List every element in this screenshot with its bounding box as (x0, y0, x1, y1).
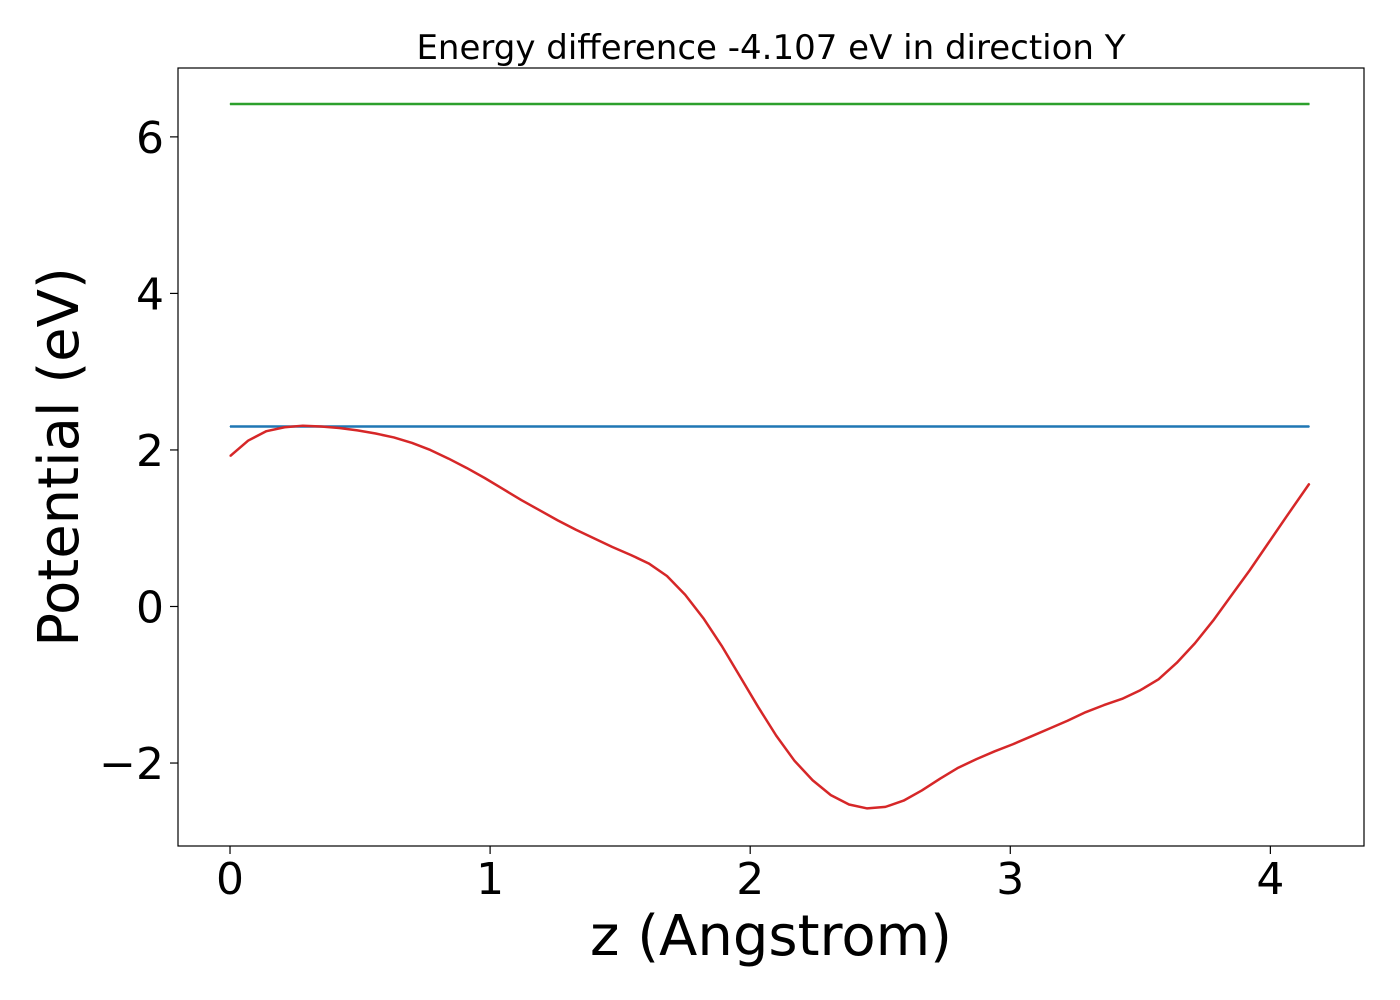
series-3-point (356, 429, 358, 431)
series-3-point (302, 425, 304, 427)
series-2 (229, 425, 1310, 428)
series-3-point (957, 767, 959, 769)
x-axis-ticks: 0 1 2 3 4 (216, 846, 1284, 905)
plot-frame (177, 67, 1365, 847)
series-3-point (830, 794, 832, 796)
series-3-point (684, 594, 686, 596)
y-axis-label: Potential (eV) (27, 267, 92, 647)
series-3-point (1308, 483, 1310, 485)
y-tick-label: 2 (136, 426, 164, 477)
x-tick-label: 3 (996, 854, 1024, 905)
series-3-point (1067, 720, 1068, 722)
series-3-point (1030, 735, 1032, 737)
series-3-point (393, 436, 395, 438)
series-3-point (1249, 569, 1251, 571)
chart-title: Energy difference -4.107 eV in direction… (416, 28, 1125, 68)
series-3-point (666, 575, 668, 577)
y-tick-label: 4 (136, 269, 164, 320)
series-3-point (1121, 698, 1123, 700)
series-3-point (775, 735, 777, 737)
x-axis-label: z (Angstrom) (590, 904, 952, 969)
series-3-point (884, 806, 886, 808)
x-tick-label: 0 (216, 854, 244, 905)
series-3-point (866, 807, 868, 809)
series-3-point (1139, 689, 1141, 691)
series-3-point (229, 455, 231, 457)
series-3-point (1158, 678, 1160, 680)
series-3-point (265, 430, 267, 432)
series-3-point (793, 760, 795, 762)
series-3-point (484, 477, 486, 479)
series-3-point (1103, 704, 1105, 706)
series-3-point (848, 804, 850, 806)
series-3-point (1194, 642, 1196, 644)
series-3-point (1048, 728, 1050, 730)
series-3-point (1085, 711, 1087, 713)
series-3-point (812, 779, 814, 781)
series-3-point (429, 449, 431, 451)
x-tick-label: 2 (736, 854, 764, 905)
series-3-point (1176, 662, 1178, 664)
series-3-point (903, 800, 905, 802)
series-3-point (721, 645, 723, 647)
series-3-point (630, 554, 632, 556)
series-3-point (702, 617, 704, 619)
series-3-point (939, 778, 941, 780)
series-3-point (648, 562, 650, 564)
series-3-point (1230, 595, 1232, 597)
series-3-point (466, 467, 468, 469)
series-1-point (1308, 103, 1310, 105)
x-tick-label: 4 (1256, 854, 1284, 905)
series-3-point (447, 458, 449, 460)
series-3-point (739, 675, 741, 677)
y-axis-ticks: −2 0 2 4 6 (99, 113, 178, 790)
series-1-point (229, 103, 231, 105)
series-3-point (575, 529, 577, 531)
series-3-point (557, 519, 559, 521)
series-3-point (1285, 516, 1287, 518)
series-layer (229, 102, 1311, 810)
series-3-point (593, 537, 595, 539)
series-3-point (757, 706, 759, 708)
series-3-point (975, 758, 977, 760)
series-3-point (247, 440, 249, 442)
series-3-point (539, 509, 541, 511)
series-3-point (994, 750, 996, 752)
series-3-point (320, 425, 322, 427)
series-3-point (338, 427, 340, 429)
series-3-point (1012, 743, 1014, 745)
series-3-point (375, 433, 377, 435)
series-3-point (1212, 620, 1214, 622)
x-tick-label: 1 (476, 854, 504, 905)
series-3-point (520, 499, 522, 501)
series-3-point (502, 488, 504, 490)
series-2-point (229, 425, 231, 427)
y-tick-label: 0 (136, 582, 164, 633)
series-3-point (411, 442, 413, 444)
y-tick-label: 6 (136, 113, 164, 164)
series-3-point (921, 789, 923, 791)
series-2-point (1308, 425, 1310, 427)
series-3 (229, 424, 1311, 810)
series-1 (229, 102, 1310, 106)
series-3-line (229, 424, 1311, 810)
y-tick-label: −2 (99, 739, 164, 790)
series-3-point (611, 546, 613, 548)
series-3-point (284, 426, 286, 428)
series-3-point (1267, 543, 1269, 545)
